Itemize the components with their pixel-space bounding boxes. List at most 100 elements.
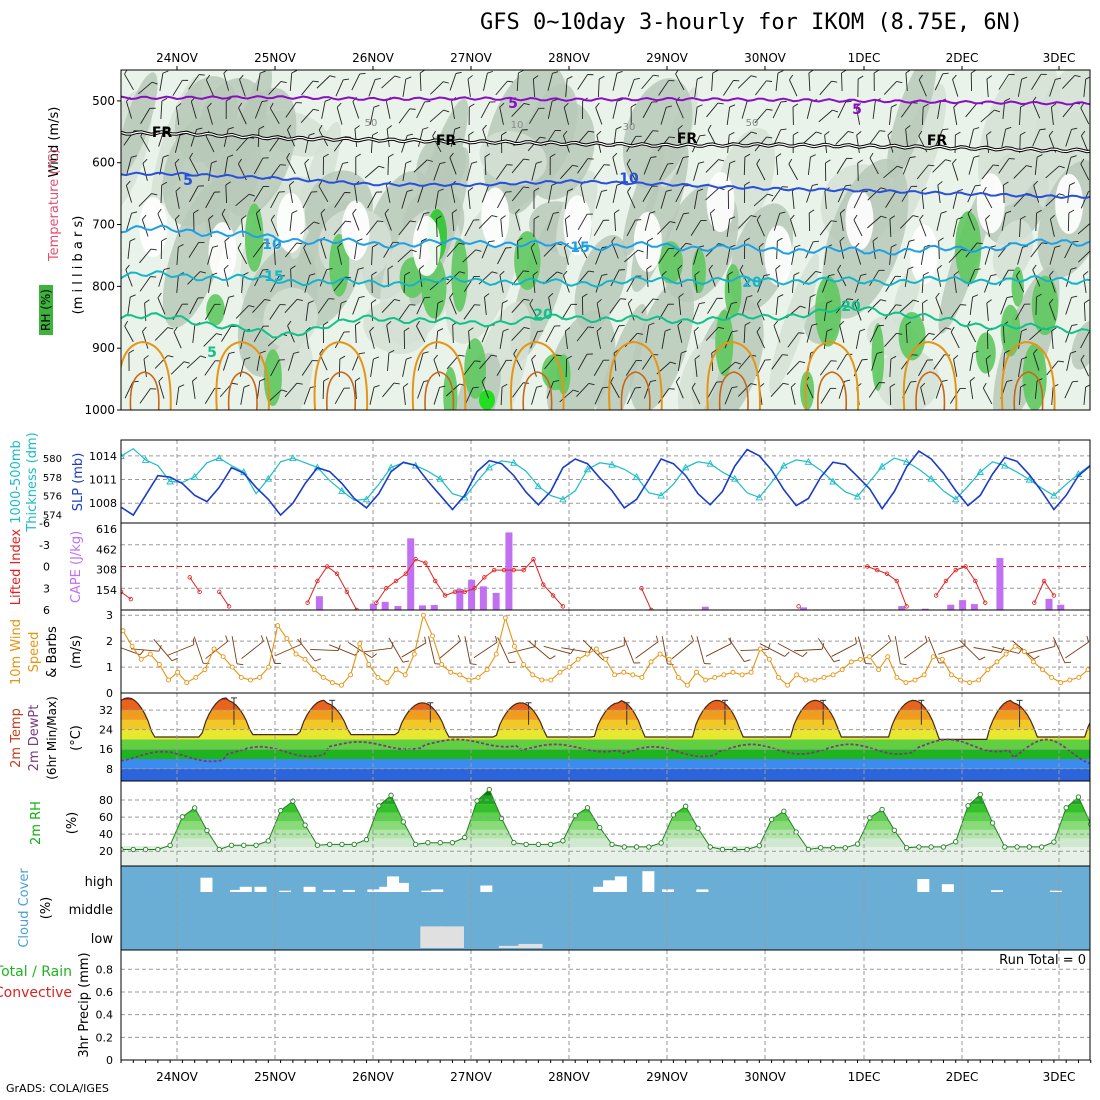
thickness-point bbox=[657, 491, 665, 499]
upper-panel-border bbox=[120, 69, 1091, 411]
wind-barb bbox=[1049, 214, 1055, 237]
wind-barb bbox=[223, 295, 235, 315]
wind-barb bbox=[450, 126, 461, 147]
wind-barb bbox=[252, 242, 270, 258]
wind-speed-point bbox=[1012, 643, 1018, 649]
wind-barb bbox=[1048, 298, 1056, 321]
wind-barb bbox=[464, 219, 480, 237]
wind-barb bbox=[756, 214, 765, 237]
wind10-barb bbox=[328, 644, 360, 656]
wind-barb bbox=[721, 361, 741, 375]
cloud-high-bar bbox=[1049, 890, 1062, 892]
isotherm-label: FR bbox=[677, 131, 698, 147]
wind-speed-point bbox=[156, 662, 162, 667]
wind-barb bbox=[387, 153, 394, 176]
wind-barb bbox=[1064, 241, 1079, 259]
lifted-index-point bbox=[423, 560, 428, 566]
wind-speed-point bbox=[739, 672, 745, 678]
wind-barb bbox=[773, 211, 786, 231]
rh-high-zone bbox=[1022, 343, 1047, 410]
wind-barb bbox=[998, 158, 1015, 174]
wind-barb bbox=[1019, 383, 1026, 406]
wind-barb bbox=[284, 242, 303, 258]
temp-band bbox=[121, 710, 1090, 720]
wind-barb bbox=[1080, 102, 1090, 125]
wind-barb bbox=[223, 70, 230, 91]
wind-barb bbox=[144, 299, 150, 322]
wind-barb bbox=[221, 208, 231, 231]
run-total-text: Run Total = 0 bbox=[999, 953, 1086, 968]
rh-point bbox=[560, 838, 566, 844]
thickness-point bbox=[387, 463, 395, 471]
wind-speed-line bbox=[122, 613, 1089, 687]
wind-barb bbox=[726, 104, 736, 125]
rh-point bbox=[425, 840, 431, 846]
wind-barb bbox=[792, 103, 799, 126]
rh-fill-zone bbox=[876, 348, 940, 410]
wind-speed-point bbox=[712, 674, 718, 680]
wind-barb bbox=[289, 70, 298, 92]
wind-barb bbox=[269, 102, 280, 125]
wind-barb bbox=[449, 71, 462, 91]
wind-barb bbox=[953, 102, 959, 125]
rh-fill-zone bbox=[992, 219, 1034, 282]
wind-barb bbox=[301, 360, 319, 376]
rh-contour-label: 50 bbox=[746, 118, 759, 129]
wind-barb bbox=[189, 297, 204, 315]
label-thickness-2: Thickness (dm) bbox=[25, 432, 40, 532]
wind-barb bbox=[789, 74, 798, 97]
wind-barb bbox=[495, 80, 514, 96]
wind-speed-point bbox=[420, 612, 426, 618]
boundary-curve-inner bbox=[326, 371, 357, 410]
slp-tick-label: 1011 bbox=[89, 474, 117, 487]
rh-fill-zone bbox=[622, 78, 693, 188]
wind-barb bbox=[823, 328, 833, 349]
wind10-barb bbox=[1052, 637, 1072, 664]
wind-barb bbox=[790, 214, 797, 237]
wind-barb bbox=[333, 220, 352, 236]
wind-barb bbox=[1083, 384, 1090, 406]
wind-barb bbox=[501, 131, 507, 154]
wind-barb bbox=[982, 382, 993, 405]
wind-barb bbox=[402, 76, 412, 97]
rh-low-zone bbox=[845, 190, 874, 251]
wind-speed-point bbox=[238, 674, 244, 680]
wind-barb bbox=[176, 103, 182, 125]
cloud-high-bar bbox=[941, 884, 954, 892]
wind-barb bbox=[806, 323, 818, 343]
boundary-curve bbox=[411, 340, 467, 410]
wind-barb bbox=[920, 382, 926, 405]
thickness-point bbox=[731, 474, 739, 482]
upper-label-wind: Wind (m/s) bbox=[47, 107, 62, 178]
wind-barb bbox=[561, 303, 577, 320]
lifted-index-point bbox=[491, 567, 497, 573]
wind-speed-point bbox=[748, 669, 754, 675]
wind-barb bbox=[267, 389, 288, 403]
boundary-curve-inner bbox=[718, 371, 749, 410]
bottom-day-label: 26NOV bbox=[352, 1070, 394, 1084]
wind-barb bbox=[969, 377, 975, 399]
wind-speed-point bbox=[248, 677, 253, 683]
cape-bar bbox=[407, 538, 415, 610]
rh-low-zone bbox=[764, 225, 793, 286]
wind-speed-point bbox=[857, 656, 863, 662]
rh-point bbox=[277, 807, 284, 814]
wind-barb bbox=[417, 351, 429, 371]
wind-barb bbox=[435, 328, 444, 349]
wind-barb bbox=[499, 270, 505, 293]
wind-barb bbox=[857, 159, 863, 182]
rh-point bbox=[1014, 844, 1020, 850]
top-day-label: 1DEC bbox=[848, 51, 881, 65]
rh-high-zone bbox=[244, 203, 264, 272]
wind-barb bbox=[532, 271, 539, 293]
boundary-curve bbox=[121, 340, 172, 410]
wind-barb bbox=[500, 300, 508, 322]
wind-barb bbox=[140, 107, 156, 124]
rh-fill-zone bbox=[769, 253, 820, 395]
wind-barb bbox=[371, 271, 377, 294]
wind-barb bbox=[1080, 130, 1089, 153]
wind-barb bbox=[402, 383, 409, 405]
wind-barb bbox=[837, 264, 847, 287]
wind-barb bbox=[207, 245, 219, 265]
wind-speed-point bbox=[867, 654, 872, 660]
